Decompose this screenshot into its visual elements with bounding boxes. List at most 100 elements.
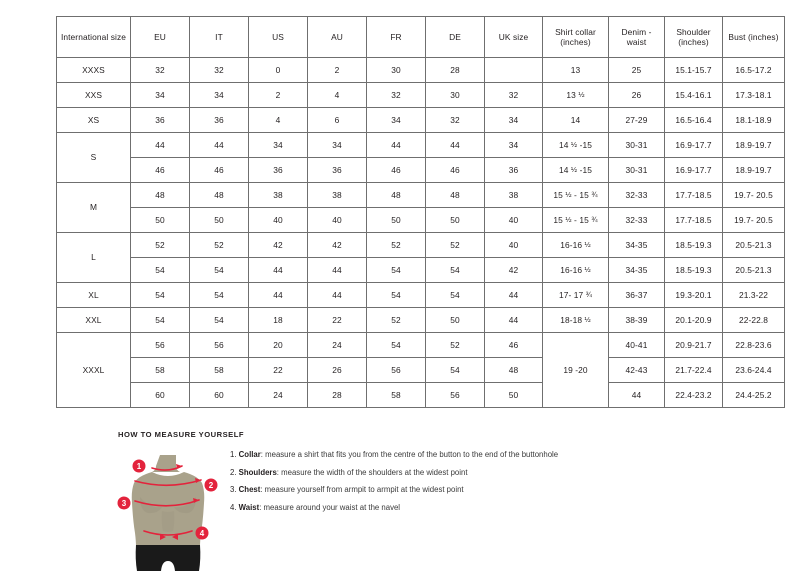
step-number: 3. [230, 485, 239, 495]
cell-shirt-collar: 14 ½ -15 [542, 132, 609, 158]
cell-shirt-collar: 14 [542, 107, 609, 133]
cell-denim-waist: 32-33 [608, 207, 665, 233]
cell-denim-waist: 32-33 [608, 182, 665, 208]
table-row: M 48 48 38 38 48 48 38 15 ½ - 15 ¾ 32-33 17.7-18.5… [56, 182, 785, 233]
cell-shoulder: 18.5-19.3 [664, 257, 723, 283]
measure-step-item: 2. Shoulders: measure the width of the s… [230, 467, 718, 478]
cell-denim-waist: 30-31 [608, 157, 665, 183]
cell-uk-size: 40 [484, 207, 543, 233]
cell-eu: 56 [130, 332, 190, 358]
cell-shirt-collar: 16-16 ½ [542, 232, 609, 258]
cell-international-size: L [56, 232, 131, 283]
cell-fr: 52 [366, 232, 426, 258]
cell-shoulder: 18.5-19.3 [664, 232, 723, 258]
step-label: Collar [238, 450, 261, 459]
cell-it: 46 [189, 157, 249, 183]
cell-fr: 44 [366, 132, 426, 158]
cell-denim-waist: 40-41 [608, 332, 665, 358]
cell-au: 40 [307, 207, 367, 233]
cell-eu: 54 [130, 257, 190, 283]
cell-de: 54 [425, 282, 485, 308]
column-header-de: DE [425, 16, 485, 58]
cell-de: 48 [425, 182, 485, 208]
cell-shoulder: 21.7-22.4 [664, 357, 723, 383]
cell-shoulder: 15.1-15.7 [664, 57, 723, 83]
table-row: 46 46 36 36 46 46 36 14 ½ -15 30-31 16.9-17.7 18.9… [57, 157, 785, 183]
cell-de: 54 [425, 257, 485, 283]
marker-2-shoulders: 2 [204, 478, 218, 492]
cell-denim-waist: 36-37 [608, 282, 665, 308]
cell-international-size: M [56, 182, 131, 233]
cell-shirt-collar: 19 -20 [542, 332, 609, 408]
cell-de: 50 [425, 307, 485, 333]
cell-au: 44 [307, 282, 367, 308]
cell-au: 26 [307, 357, 367, 383]
svg-text:2: 2 [209, 481, 214, 490]
cell-us: 18 [248, 307, 308, 333]
cell-fr: 34 [366, 107, 426, 133]
cell-uk-size [484, 57, 543, 83]
cell-eu: 46 [130, 157, 190, 183]
measure-steps-list: 1. Collar: measure a shirt that fits you… [230, 450, 718, 521]
cell-denim-waist: 44 [608, 382, 665, 408]
cell-bust: 18.9-19.7 [722, 132, 785, 158]
cell-international-size: XL [56, 282, 131, 308]
cell-international-size: XS [56, 107, 131, 133]
cell-shoulder: 17.7-18.5 [664, 207, 723, 233]
step-text: : measure the width of the shoulders at … [276, 467, 468, 477]
cell-de: 52 [425, 232, 485, 258]
cell-shoulder: 20.1-20.9 [664, 307, 723, 333]
svg-text:3: 3 [122, 499, 127, 508]
cell-international-size: XXS [56, 82, 131, 108]
cell-eu: 54 [130, 307, 190, 333]
table-row: XL 54 54 44 44 54 54 44 17- 17 ¾ 36-37 19.3-20.1 21… [56, 282, 785, 308]
cell-fr: 46 [366, 157, 426, 183]
column-header-it: IT [189, 16, 249, 58]
cell-shoulder: 17.7-18.5 [664, 182, 723, 208]
cell-it: 32 [189, 57, 249, 83]
mannequin-illustration: 1 2 3 4 [117, 455, 218, 571]
cell-denim-waist: 34-35 [608, 257, 665, 283]
measure-step-item: 3. Chest: measure yourself from armpit t… [230, 485, 718, 495]
cell-us: 44 [248, 282, 308, 308]
cell-de: 30 [425, 82, 485, 108]
cell-bust: 20.5-21.3 [722, 232, 785, 258]
cell-us: 38 [248, 182, 308, 208]
measure-step-item: 1. Collar: measure a shirt that fits you… [230, 450, 718, 460]
cell-uk-size: 34 [484, 132, 543, 158]
cell-us: 36 [248, 157, 308, 183]
cell-denim-waist: 38-39 [608, 307, 665, 333]
cell-it: 50 [189, 207, 249, 233]
cell-shirt-collar: 18-18 ½ [542, 307, 609, 333]
cell-fr: 58 [366, 382, 426, 408]
cell-uk-size: 50 [484, 382, 543, 408]
cell-it: 34 [189, 82, 249, 108]
cell-de: 46 [425, 157, 485, 183]
cell-us: 42 [248, 232, 308, 258]
column-header-shoulder: Shoulder (inches) [664, 16, 723, 58]
how-to-measure-body: 1 2 3 4 1. Collar: measure a shirt that … [117, 445, 718, 575]
cell-de: 28 [425, 57, 485, 83]
cell-eu: 32 [130, 57, 190, 83]
cell-bust: 22-22.8 [722, 307, 785, 333]
cell-uk-size: 42 [484, 257, 543, 283]
how-to-measure-section: HOW TO MEASURE YOURSELF [117, 430, 718, 575]
cell-it: 54 [189, 307, 249, 333]
column-header-au: AU [307, 16, 367, 58]
cell-shirt-collar: 13 ½ [542, 82, 609, 108]
cell-bust: 24.4-25.2 [722, 382, 785, 408]
table-row: XXXS 32 32 0 2 30 28 13 25 15.1-15.7 16.5-17.2 [56, 57, 785, 83]
step-label: Waist [238, 502, 260, 512]
cell-it: 54 [189, 257, 249, 283]
cell-bust: 17.3-18.1 [722, 82, 785, 108]
column-header-eu: EU [130, 16, 190, 58]
cell-fr: 54 [366, 257, 426, 283]
cell-us: 44 [248, 257, 308, 283]
cell-uk-size: 38 [484, 182, 543, 208]
how-to-measure-title: HOW TO MEASURE YOURSELF [118, 430, 244, 439]
cell-international-size: XXL [56, 307, 131, 333]
svg-text:1: 1 [137, 462, 142, 471]
cell-us: 40 [248, 207, 308, 233]
cell-eu: 54 [130, 282, 190, 308]
cell-us: 34 [248, 132, 308, 158]
